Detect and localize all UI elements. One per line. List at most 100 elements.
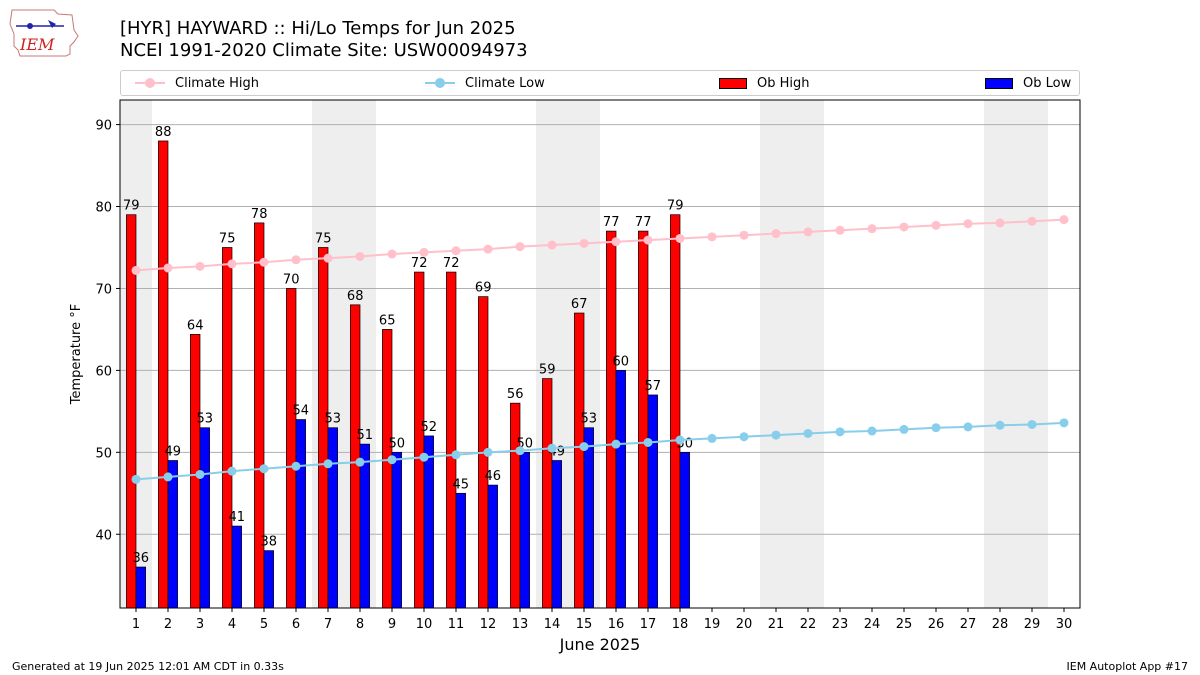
climate-low-line xyxy=(135,421,1065,481)
x-tick-label: 22 xyxy=(800,617,817,632)
ob-low-bar xyxy=(327,427,338,609)
legend-item-ob-high: Ob High xyxy=(719,71,810,95)
climate-high-point xyxy=(419,247,429,257)
x-tick-label: 5 xyxy=(260,617,268,632)
climate-high-swatch xyxy=(135,78,165,88)
ob-high-label: 75 xyxy=(219,231,236,246)
ob-high-bar xyxy=(606,230,617,609)
x-tick-label: 18 xyxy=(672,617,689,632)
climate-high-point xyxy=(291,255,301,265)
chart-legend: Climate High Climate Low Ob High Ob Low xyxy=(120,70,1080,96)
ob-low-bar xyxy=(647,394,658,609)
x-tick-label: 4 xyxy=(228,617,236,632)
ob-high-bar xyxy=(670,214,681,609)
iem-logo-icon: IEM xyxy=(9,9,79,57)
ob-low-label: 57 xyxy=(645,379,662,394)
x-tick-label: 6 xyxy=(292,617,300,632)
ob-low-label: 45 xyxy=(453,477,470,492)
climate-high-point xyxy=(483,244,493,254)
ob-low-label: 53 xyxy=(197,412,214,427)
climate-low-point xyxy=(451,450,461,460)
x-tick-label: 21 xyxy=(768,617,785,632)
y-tick-label: 40 xyxy=(95,528,112,543)
ob-high-bar xyxy=(510,402,521,609)
ob-low-bar xyxy=(487,484,498,609)
ob-high-bar xyxy=(446,271,457,609)
climate-low-point xyxy=(355,457,365,467)
ob-low-label: 54 xyxy=(293,404,310,419)
climate-low-point xyxy=(803,428,813,438)
climate-low-point xyxy=(323,459,333,469)
y-axis-label: Temperature °F xyxy=(69,304,84,405)
x-tick-label: 14 xyxy=(544,617,561,632)
ob-low-bar xyxy=(551,460,562,609)
ob-high-label: 64 xyxy=(187,318,204,333)
y-tick-label: 60 xyxy=(95,364,112,379)
legend-item-climate-low: Climate Low xyxy=(425,71,545,95)
x-tick-label: 3 xyxy=(196,617,204,632)
climate-low-point xyxy=(579,442,589,452)
footer-app: IEM Autoplot App #17 xyxy=(1066,660,1189,673)
ob-high-label: 88 xyxy=(155,125,172,140)
climate-low-point xyxy=(707,433,717,443)
climate-low-point xyxy=(867,426,877,436)
ob-high-label: 69 xyxy=(475,281,492,296)
climate-low-point xyxy=(291,461,301,471)
x-tick-label: 7 xyxy=(324,617,332,632)
ob-low-bar xyxy=(519,451,530,609)
ob-high-label: 67 xyxy=(571,297,588,312)
climate-low-point xyxy=(547,443,557,453)
ob-high-bar xyxy=(350,304,361,609)
ob-low-label: 53 xyxy=(581,412,598,427)
x-tick-label: 10 xyxy=(416,617,433,632)
weekend-band xyxy=(760,100,824,608)
chart-title: [HYR] HAYWARD :: Hi/Lo Temps for Jun 202… xyxy=(120,18,516,39)
ob-high-label: 59 xyxy=(539,363,556,378)
climate-high-line xyxy=(135,218,1065,272)
climate-low-point xyxy=(483,447,493,457)
ob-high-bar xyxy=(414,271,425,609)
ob-low-label: 49 xyxy=(165,445,182,460)
climate-high-point xyxy=(835,225,845,235)
ob-high-bar xyxy=(542,378,553,609)
x-tick-label: 23 xyxy=(832,617,849,632)
x-tick-label: 29 xyxy=(1024,617,1041,632)
climate-high-point xyxy=(579,238,589,248)
ob-high-bar xyxy=(382,329,393,609)
climate-high-point xyxy=(611,237,621,247)
climate-low-point xyxy=(387,455,397,465)
x-tick-label: 25 xyxy=(896,617,913,632)
y-tick-label: 70 xyxy=(95,282,112,297)
x-tick-label: 1 xyxy=(132,617,140,632)
climate-low-point xyxy=(515,446,525,456)
ob-high-swatch xyxy=(719,77,747,89)
climate-high-point xyxy=(867,224,877,234)
ob-low-bar xyxy=(231,525,242,609)
climate-high-point xyxy=(451,246,461,256)
climate-low-point xyxy=(995,420,1005,430)
climate-high-point xyxy=(387,249,397,259)
y-tick-label: 90 xyxy=(95,119,112,134)
legend-label-climate-low: Climate Low xyxy=(465,75,545,91)
climate-high-point xyxy=(195,261,205,271)
climate-low-point xyxy=(835,427,845,437)
climate-low-point xyxy=(227,466,237,476)
climate-high-point xyxy=(323,253,333,263)
climate-low-point xyxy=(1059,418,1069,428)
ob-high-bar xyxy=(222,247,233,609)
climate-high-point xyxy=(163,263,173,273)
ob-high-label: 77 xyxy=(635,215,652,230)
ob-low-label: 52 xyxy=(421,420,438,435)
x-tick-label: 27 xyxy=(960,617,977,632)
x-tick-label: 15 xyxy=(576,617,593,632)
climate-low-point xyxy=(1027,419,1037,429)
plot-frame xyxy=(119,99,1081,609)
ob-low-label: 51 xyxy=(357,428,374,443)
ob-high-label: 72 xyxy=(411,256,428,271)
climate-high-point xyxy=(771,229,781,239)
x-tick-label: 8 xyxy=(356,617,364,632)
climate-high-point xyxy=(643,235,653,245)
x-axis-label: June 2025 xyxy=(559,635,641,654)
climate-low-point xyxy=(259,464,269,474)
x-tick-label: 12 xyxy=(480,617,497,632)
